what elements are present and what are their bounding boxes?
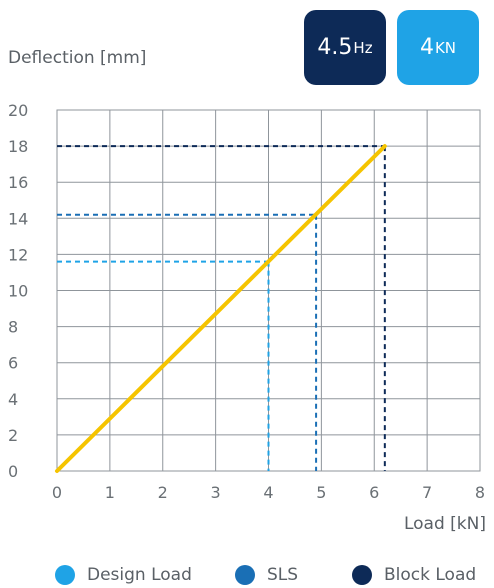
legend-item-design-load: Design Load — [55, 565, 192, 585]
y-tick-label: 10 — [8, 282, 28, 301]
y-tick-labels: 0 2 4 6 8 10 12 14 16 18 20 — [8, 101, 28, 481]
load-badge: 4 KN — [397, 10, 479, 85]
y-tick-label: 2 — [8, 426, 18, 445]
frequency-value: 4.5 — [317, 35, 353, 60]
y-tick-label: 18 — [8, 137, 28, 156]
x-tick-label: 1 — [105, 483, 115, 502]
frequency-badge: 4.5 Hz — [304, 10, 386, 85]
x-tick-labels: 0 1 2 3 4 5 6 7 8 — [52, 483, 485, 502]
legend-label: Block Load — [384, 565, 477, 585]
y-tick-label: 6 — [8, 354, 18, 373]
legend-item-block-load: Block Load — [352, 565, 476, 585]
legend-swatch — [352, 565, 372, 585]
reference-lines — [57, 145, 386, 471]
y-tick-label: 12 — [8, 245, 28, 264]
legend-label: Design Load — [87, 565, 192, 585]
legend-item-sls: SLS — [235, 565, 298, 585]
load-unit: KN — [434, 38, 457, 57]
legend-swatch — [235, 565, 255, 585]
legend-swatch — [55, 565, 75, 585]
x-tick-label: 8 — [475, 483, 485, 502]
y-axis-label: Deflection [mm] — [8, 48, 147, 68]
frequency-unit: Hz — [353, 38, 373, 57]
chart-legend: Design Load SLS Block Load — [0, 562, 494, 588]
load-value: 4 — [419, 35, 434, 60]
y-tick-label: 4 — [8, 390, 18, 409]
x-tick-label: 6 — [369, 483, 379, 502]
x-axis-label: Load [kN] — [403, 514, 486, 534]
load-deflection-line — [55, 144, 387, 473]
y-tick-label: 14 — [8, 209, 28, 228]
x-tick-label: 4 — [263, 483, 273, 502]
x-tick-label: 2 — [158, 483, 168, 502]
load-deflection-series — [55, 144, 387, 473]
y-tick-label: 8 — [8, 318, 18, 337]
x-tick-label: 7 — [422, 483, 432, 502]
x-tick-label: 0 — [52, 483, 62, 502]
y-tick-label: 20 — [8, 101, 28, 120]
legend-label: SLS — [267, 565, 299, 585]
x-tick-label: 3 — [211, 483, 221, 502]
y-tick-label: 0 — [8, 462, 18, 481]
x-tick-label: 5 — [316, 483, 326, 502]
y-tick-label: 16 — [8, 173, 28, 192]
